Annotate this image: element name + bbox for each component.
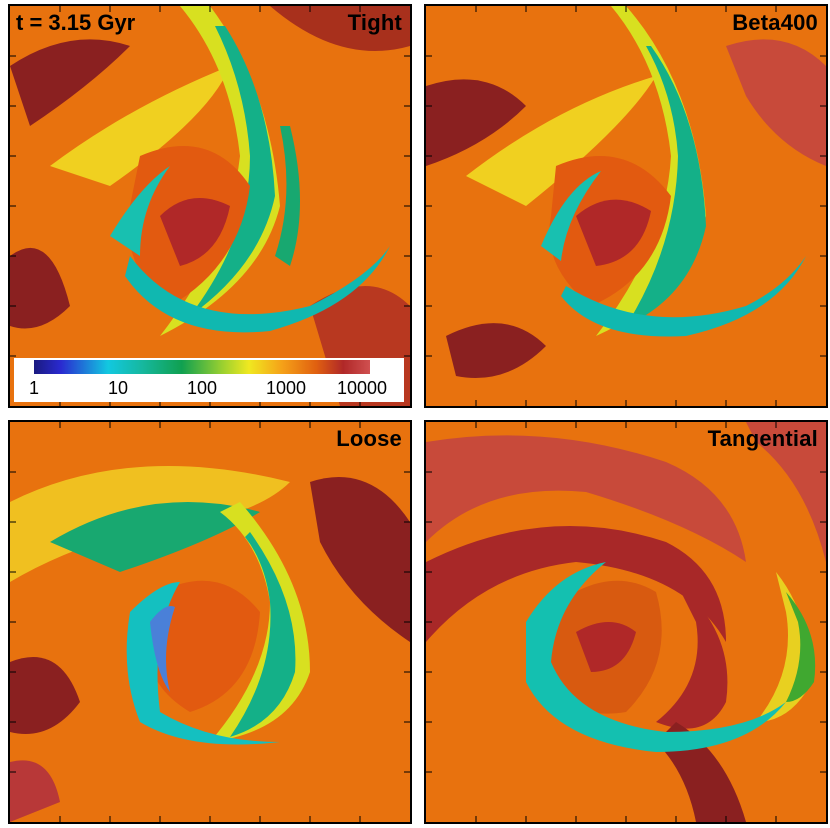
colorbar-gradient [34,360,370,374]
panel-tight: t = 3.15 Gyr Tight 1 10 100 1000 10000 [8,4,412,408]
panel-label-loose: Loose [336,426,402,451]
panel-tangential: Tangential [424,420,828,824]
time-label: t = 3.15 Gyr [16,10,136,35]
panel-label-tangential: Tangential [707,426,818,451]
panel-beta400: Beta400 [424,4,828,408]
tangential-field-image [426,422,826,822]
colorbar-tick-100: 100 [186,378,218,398]
loose-field-image [10,422,410,822]
beta400-field-image [426,6,826,406]
colorbar: 1 10 100 1000 10000 [14,358,404,402]
colorbar-tick-10: 10 [107,378,129,398]
tight-field-image [10,6,410,406]
panel-label-tight: Tight [347,10,402,35]
panel-loose: Loose [8,420,412,824]
panel-label-beta400: Beta400 [732,10,818,35]
colorbar-tick-1: 1 [28,378,40,398]
colorbar-tick-10000: 10000 [336,378,388,398]
colorbar-tick-1000: 1000 [265,378,307,398]
